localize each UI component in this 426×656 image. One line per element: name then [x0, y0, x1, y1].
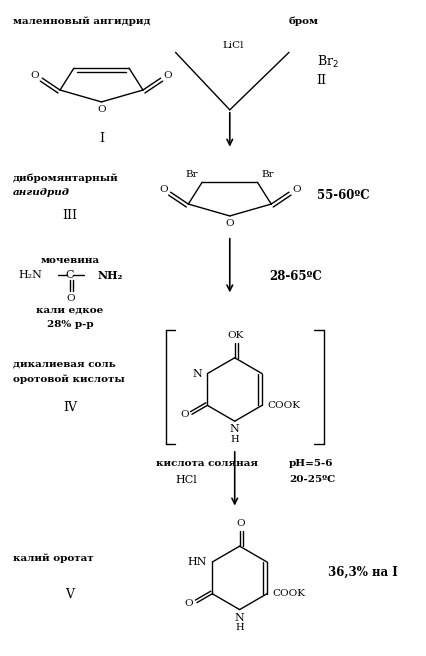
Text: COOK: COOK	[272, 589, 305, 598]
Text: Br: Br	[262, 171, 274, 179]
Text: дибромянтарный: дибромянтарный	[13, 173, 118, 183]
Text: H₂N: H₂N	[18, 270, 42, 281]
Text: малеиновый ангидрид: малеиновый ангидрид	[13, 16, 150, 26]
Text: LiCl: LiCl	[222, 41, 244, 51]
Text: ангидрид: ангидрид	[13, 188, 69, 197]
Text: 28-65ºC: 28-65ºC	[269, 270, 322, 283]
Text: HCl: HCl	[176, 475, 197, 485]
Text: калий оротат: калий оротат	[13, 553, 93, 563]
Text: O: O	[225, 219, 234, 228]
Text: O: O	[236, 520, 245, 528]
Text: NH₂: NH₂	[98, 270, 123, 281]
Text: кали едкое: кали едкое	[36, 305, 104, 314]
Text: pH=5-6: pH=5-6	[289, 459, 334, 468]
Text: 20-25ºC: 20-25ºC	[289, 475, 335, 483]
Text: HN: HN	[188, 557, 207, 567]
Text: H: H	[230, 435, 239, 444]
Text: COOK: COOK	[267, 401, 300, 410]
Text: H: H	[235, 623, 244, 632]
Text: 36,3% на I: 36,3% на I	[328, 566, 398, 579]
Text: дикалиевая соль: дикалиевая соль	[13, 359, 115, 369]
Text: O: O	[31, 71, 39, 79]
Text: O: O	[66, 295, 75, 303]
Text: I: I	[99, 132, 104, 145]
Text: кислота соляная: кислота соляная	[156, 459, 258, 468]
Text: 55-60ºC: 55-60ºC	[317, 189, 369, 202]
Text: OK: OK	[227, 331, 244, 340]
Text: II: II	[317, 74, 327, 87]
Text: мочевина: мочевина	[40, 256, 99, 264]
Text: IV: IV	[63, 401, 77, 415]
Text: оротовой кислоты: оротовой кислоты	[13, 375, 124, 384]
Text: O: O	[185, 598, 193, 607]
Text: бром: бром	[289, 16, 319, 26]
Text: 28% р-р: 28% р-р	[46, 320, 93, 329]
Text: N: N	[230, 424, 239, 434]
Text: N: N	[193, 369, 202, 379]
Text: Br: Br	[186, 171, 198, 179]
Text: O: O	[159, 185, 167, 194]
Text: Br$_2$: Br$_2$	[317, 54, 339, 70]
Text: O: O	[164, 71, 172, 79]
Text: V: V	[65, 588, 75, 601]
Text: O: O	[292, 185, 301, 194]
Text: III: III	[62, 209, 78, 222]
Text: O: O	[180, 410, 189, 419]
Text: C: C	[66, 270, 74, 281]
Text: O: O	[97, 105, 106, 114]
Text: N: N	[235, 613, 245, 623]
